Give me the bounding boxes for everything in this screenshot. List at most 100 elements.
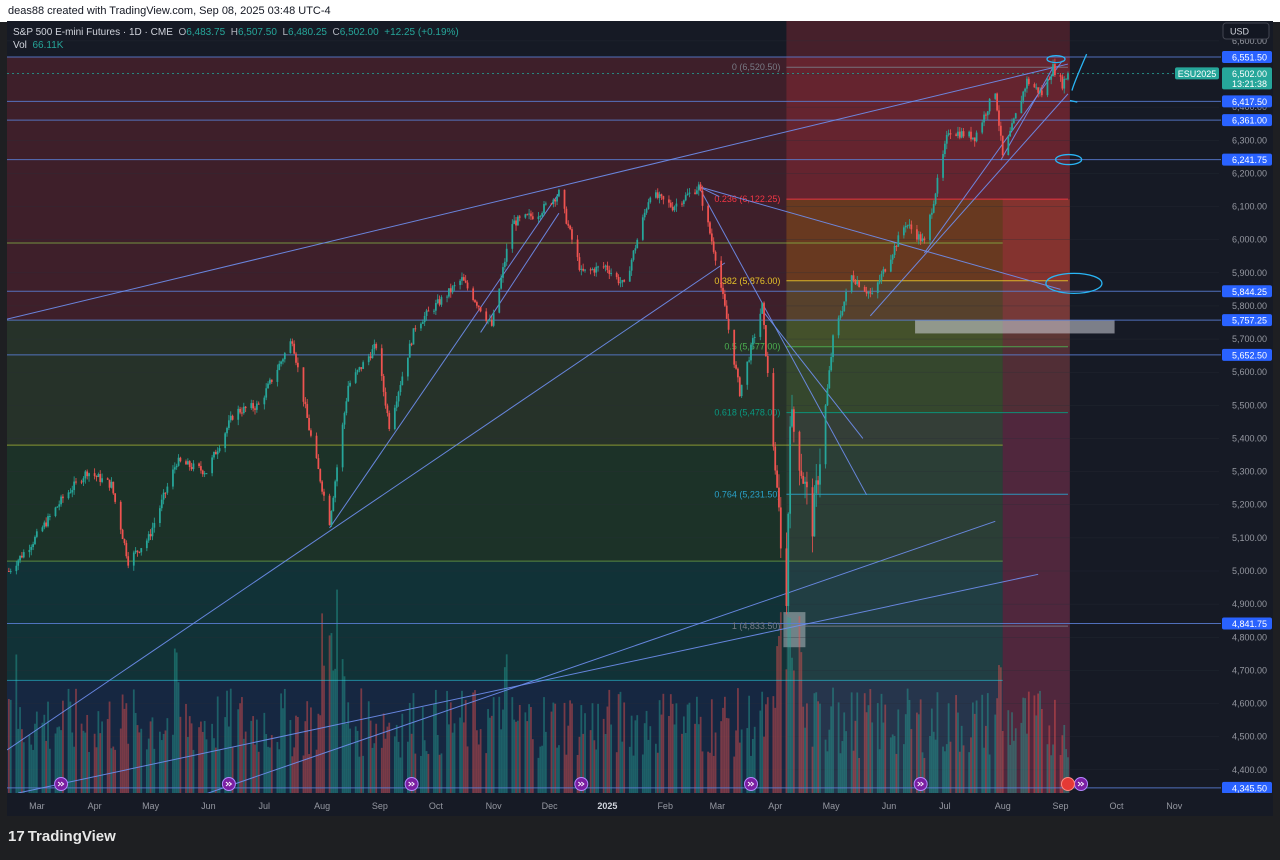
candle-body [436, 299, 439, 304]
low-box [783, 612, 806, 648]
candle-body [244, 406, 247, 409]
candle-body [380, 348, 383, 377]
volume-bar [710, 699, 713, 793]
candle-body [211, 457, 213, 474]
candle-body [884, 269, 887, 272]
candle-body [641, 217, 644, 240]
candle-body [867, 292, 870, 294]
candle-body [30, 547, 33, 550]
volume-bar [35, 711, 38, 793]
volume-bar [395, 724, 398, 793]
candle-body [530, 213, 532, 217]
volume-bar [30, 744, 33, 793]
volume-bar [578, 736, 581, 793]
price-tick-label: 6,100.00 [1232, 202, 1267, 212]
candle-body [438, 299, 441, 305]
volume-bar [1022, 697, 1025, 793]
candle-body [746, 361, 749, 385]
volume-bar [201, 731, 204, 793]
event-marker-chevrons-icon [577, 781, 585, 787]
candle-body [893, 245, 896, 256]
candle-body [408, 343, 411, 358]
volume-bar [904, 714, 907, 793]
volume-bar [192, 749, 195, 793]
candle-body [615, 273, 618, 277]
candle-body [617, 276, 620, 284]
event-marker-chevrons-icon [917, 781, 924, 787]
candle-body [296, 362, 299, 368]
volume-bar [34, 723, 36, 793]
candle-body [567, 223, 570, 226]
candle-body [218, 448, 221, 452]
candle-body [21, 555, 23, 558]
candle-body [895, 245, 898, 247]
candle-body [43, 522, 46, 528]
volume-bar [95, 747, 98, 793]
level-price-tag [1222, 285, 1272, 298]
volume-bar [407, 741, 409, 793]
volume-bar [1067, 757, 1069, 793]
volume-bar [643, 723, 646, 793]
volume-bar [263, 712, 266, 793]
candle-body [1039, 90, 1041, 93]
volume-bar [615, 752, 618, 793]
price-chart[interactable]: 0 (6,520.50) 0.236 (6,122.25) 0.382 (5,876… [7, 21, 1273, 816]
candle-body [753, 336, 756, 339]
volume-bar [226, 690, 228, 793]
volume-bar [610, 724, 613, 793]
candle-body [518, 216, 521, 218]
volume-bar [774, 707, 777, 793]
volume-bar [190, 723, 193, 793]
candle-body [712, 241, 715, 252]
volume-bar [231, 747, 234, 793]
trend-line [698, 186, 1061, 290]
candle-body [634, 248, 637, 251]
price-tick-label: 4,500.00 [1232, 732, 1267, 742]
candle-body [190, 467, 193, 470]
candle-body [543, 204, 545, 214]
volume-bar [602, 718, 605, 793]
open-value: 6,483.75 [186, 27, 226, 38]
candle-body [983, 114, 985, 123]
candle-body [88, 473, 90, 477]
candle-body [973, 137, 976, 142]
candle-body [263, 397, 266, 405]
candle-body [738, 377, 741, 397]
change-value: +12.25 (+0.19%) [384, 27, 459, 38]
level-price-tag [1222, 95, 1272, 108]
volume-bar [362, 755, 365, 793]
candle-body [45, 522, 48, 527]
volume-bar [871, 722, 874, 793]
volume-bar [669, 694, 672, 793]
volume-bar [492, 697, 495, 793]
volume-bar [697, 724, 700, 793]
candle-body [863, 286, 866, 292]
candle-body [957, 131, 959, 136]
candle-body [237, 408, 240, 420]
candle-body [656, 192, 659, 198]
candle-body [917, 234, 920, 240]
volume-bar [985, 725, 987, 793]
volume-bar [145, 749, 148, 793]
price-tick-label: 6,300.00 [1232, 135, 1267, 145]
volume-bar [99, 733, 102, 793]
ellipse-drawing [1045, 272, 1103, 295]
volume-bar [291, 756, 294, 793]
candle-body [485, 311, 488, 321]
candle-body [321, 481, 324, 492]
candle-body [589, 269, 592, 271]
candle-body [552, 199, 555, 205]
volume-bar [198, 727, 200, 793]
candle-body [487, 319, 489, 321]
volume-bar [153, 748, 156, 793]
volume-bar [304, 721, 307, 793]
candle-body [787, 513, 790, 607]
candle-body [942, 154, 944, 178]
chart-frame[interactable]: 0 (6,520.50) 0.236 (6,122.25) 0.382 (5,876… [7, 21, 1273, 816]
volume-bar [753, 726, 756, 793]
candle-body [449, 288, 452, 293]
candle-body [32, 544, 34, 548]
currency-label: USD [1230, 27, 1250, 37]
candle-body [681, 203, 683, 205]
candle-body [595, 266, 598, 273]
